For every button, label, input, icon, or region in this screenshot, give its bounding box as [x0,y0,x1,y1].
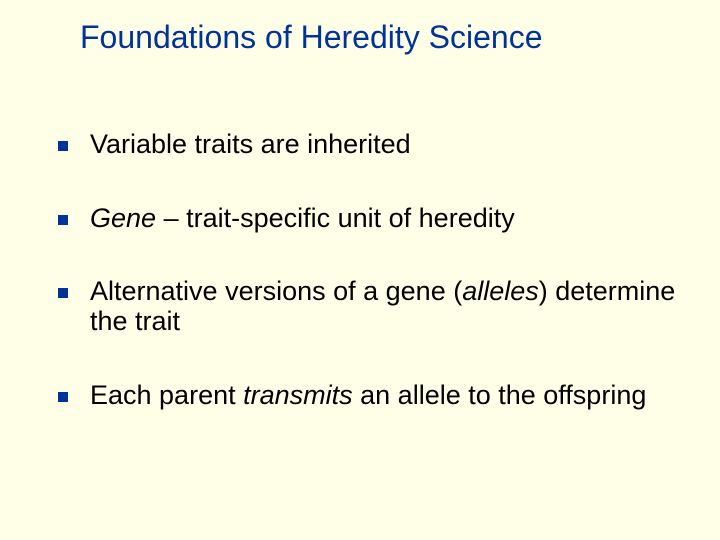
text-run: Each parent [90,380,243,410]
text-run: – trait-specific unit of heredity [156,203,515,233]
text-run: alleles [462,276,539,306]
bullet-marker-icon [58,392,68,402]
list-item: Each parent transmits an allele to the o… [58,381,680,411]
slide: Foundations of Heredity Science Variable… [0,0,720,540]
bullet-text: Gene – trait-specific unit of heredity [90,204,680,234]
text-run: Alternative versions of a gene ( [90,276,462,306]
list-item: Variable traits are inherited [58,130,680,160]
text-run: transmits [243,380,353,410]
bullet-text: Variable traits are inherited [90,130,680,160]
slide-title: Foundations of Heredity Science [80,18,690,56]
bullet-text: Alternative versions of a gene (alleles)… [90,277,680,336]
text-run: an allele to the offspring [353,380,647,410]
list-item: Alternative versions of a gene (alleles)… [58,277,680,336]
bullet-marker-icon [58,215,68,225]
text-run: Variable traits are inherited [90,129,411,159]
bullet-text: Each parent transmits an allele to the o… [90,381,680,411]
bullet-list: Variable traits are inherited Gene – tra… [58,130,680,454]
list-item: Gene – trait-specific unit of heredity [58,204,680,234]
text-run: Gene [90,203,156,233]
bullet-marker-icon [58,288,68,298]
bullet-marker-icon [58,141,68,151]
